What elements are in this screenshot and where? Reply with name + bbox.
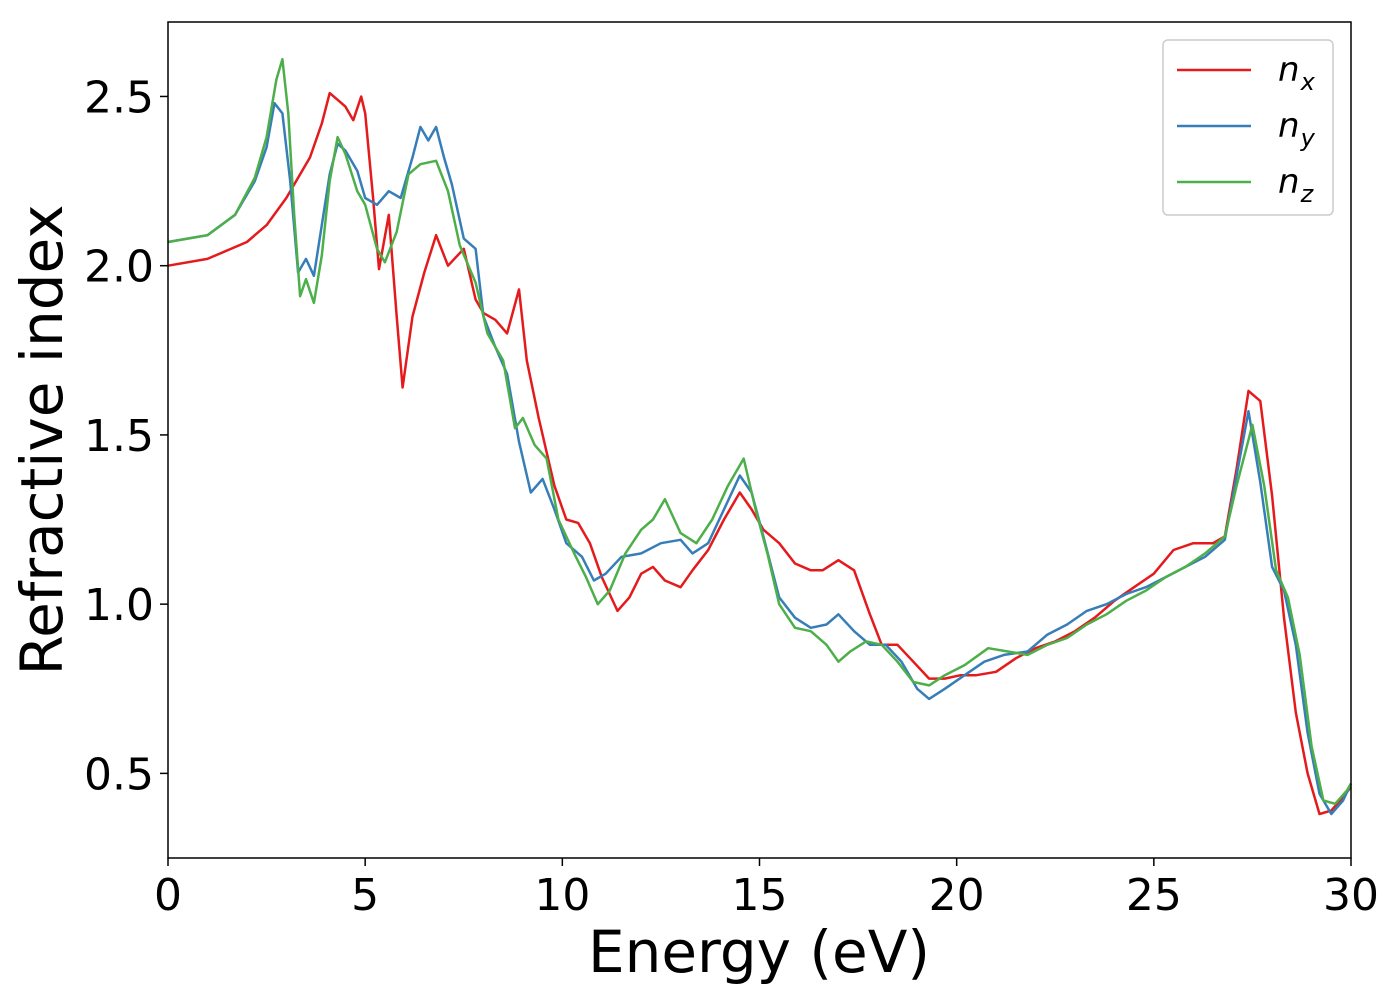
x-tick-label: 5 <box>351 870 379 921</box>
series-line-x <box>167 91 1352 816</box>
x-tick-label: 25 <box>1126 870 1182 921</box>
legend-label-sub: z <box>1300 180 1315 208</box>
x-tick-label: 10 <box>534 870 590 921</box>
x-axis-ticks: 0 5 10 15 20 25 30 <box>154 858 1379 921</box>
legend-label-y: ny <box>1278 106 1316 152</box>
y-tick-label: 1.0 <box>84 580 154 631</box>
x-tick-label: 15 <box>732 870 788 921</box>
legend-label-main: n <box>1278 162 1300 202</box>
legend-label-sub: x <box>1300 68 1316 96</box>
series-line-z <box>167 57 1353 806</box>
x-tick-label: 30 <box>1323 870 1379 921</box>
x-tick-label: 20 <box>929 870 985 921</box>
x-tick-label: 0 <box>154 870 182 921</box>
x-axis-title: Energy (eV) <box>588 918 930 986</box>
y-tick-label: 1.5 <box>84 411 154 462</box>
y-axis-title: Refractive index <box>8 204 76 675</box>
legend-frame <box>1162 39 1334 216</box>
y-tick-label: 2.5 <box>84 72 154 123</box>
y-tick-label: 0.5 <box>84 749 154 800</box>
series-layer <box>167 57 1353 816</box>
y-axis-ticks: 0.5 1.0 1.5 2.0 2.5 <box>84 72 168 800</box>
legend-label-main: n <box>1278 106 1300 146</box>
legend-label-sub: y <box>1300 124 1316 152</box>
legend-label-x: nx <box>1278 50 1316 96</box>
legend-label-z: nz <box>1278 162 1315 208</box>
y-tick-label: 2.0 <box>84 242 154 293</box>
legend-label-main: n <box>1278 50 1300 90</box>
